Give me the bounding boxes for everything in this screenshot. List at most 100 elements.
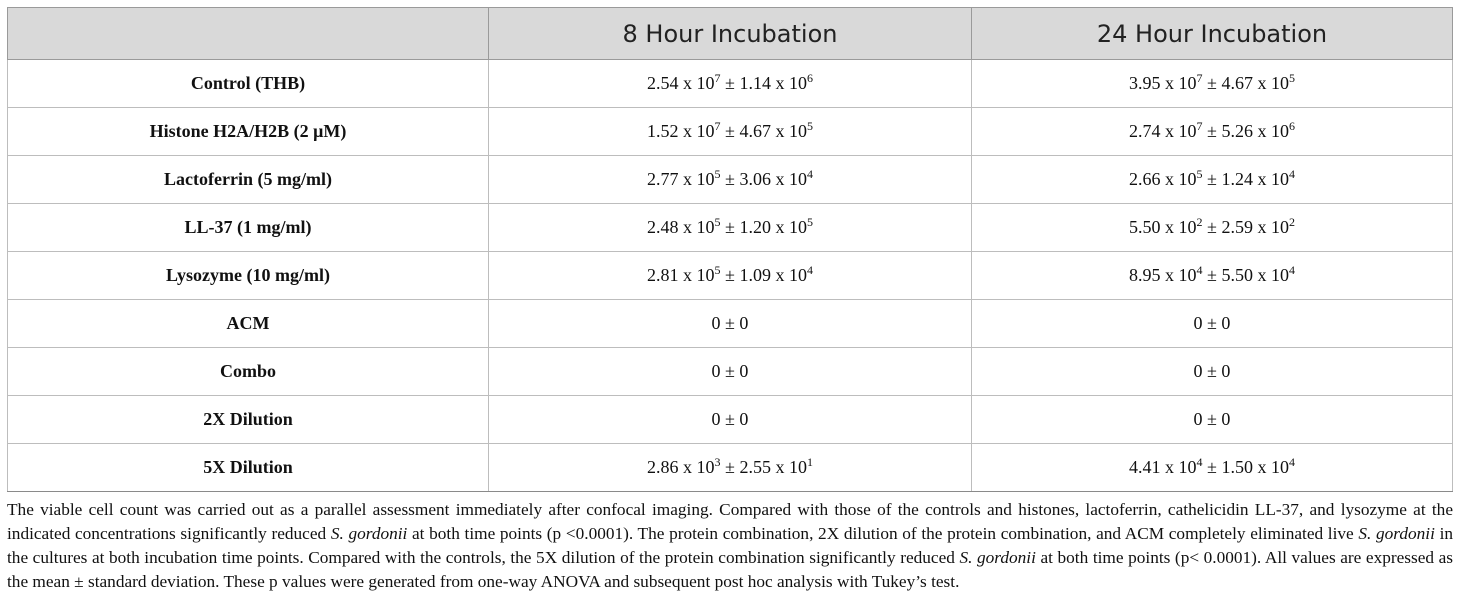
sd-mantissa: 2.59 bbox=[1221, 217, 1253, 237]
footnote-text-1: The viable cell count was carried out as… bbox=[7, 500, 1453, 543]
sd-mantissa: 1.20 bbox=[739, 217, 771, 237]
row-label: Combo bbox=[7, 347, 489, 396]
mean-exponent: 2 bbox=[1196, 215, 1203, 229]
table-body: Control (THB) 2.54 x 107 ± 1.14 x 106 3.95… bbox=[7, 59, 1453, 492]
times-ten: x 10 bbox=[678, 169, 715, 189]
row-label: 5X Dilution bbox=[7, 443, 489, 492]
row-label: 2X Dilution bbox=[7, 395, 489, 444]
cell-24-hour: 8.95 x 104 ± 5.50 x 104 bbox=[971, 251, 1453, 300]
mean-exponent: 7 bbox=[1196, 71, 1203, 85]
times-ten: x 10 bbox=[1252, 217, 1289, 237]
sd-exponent: 4 bbox=[1288, 263, 1295, 277]
footnote-text-4: at both time points (p< 0.0001). All val… bbox=[7, 548, 1454, 591]
plus-minus: ± bbox=[720, 217, 740, 237]
mean-mantissa: 2.48 bbox=[647, 217, 679, 237]
plus-minus: ± bbox=[720, 457, 740, 477]
mean-exponent: 5 bbox=[714, 167, 721, 181]
row-label: ACM bbox=[7, 299, 489, 348]
sd-exponent: 6 bbox=[806, 71, 813, 85]
table-row: Lactoferrin (5 mg/ml) 2.77 x 105 ± 3.06 x… bbox=[7, 155, 1453, 204]
mean-exponent: 7 bbox=[1196, 119, 1203, 133]
organism-name: S. gordonii bbox=[330, 524, 408, 543]
mean-exponent: 5 bbox=[714, 215, 721, 229]
times-ten: x 10 bbox=[1160, 265, 1197, 285]
plus-minus: ± bbox=[1202, 457, 1222, 477]
mean-mantissa: 8.95 bbox=[1129, 265, 1161, 285]
cell-24-hour: 5.50 x 102 ± 2.59 x 102 bbox=[971, 203, 1453, 252]
sd-mantissa: 1.09 bbox=[739, 265, 771, 285]
times-ten: x 10 bbox=[1252, 121, 1289, 141]
table-footnote: The viable cell count was carried out as… bbox=[7, 498, 1453, 594]
times-ten: x 10 bbox=[1252, 73, 1289, 93]
times-ten: x 10 bbox=[678, 217, 715, 237]
sd-mantissa: 5.26 bbox=[1221, 121, 1253, 141]
cell-24-hour: 0 ± 0 bbox=[971, 395, 1453, 444]
cell-8-hour: 2.81 x 105 ± 1.09 x 104 bbox=[488, 251, 972, 300]
mean-exponent: 4 bbox=[1196, 263, 1203, 277]
cell-8-hour: 1.52 x 107 ± 4.67 x 105 bbox=[488, 107, 972, 156]
mean-exponent: 3 bbox=[714, 455, 721, 469]
sd-exponent: 5 bbox=[1288, 71, 1295, 85]
mean-mantissa: 2.81 bbox=[647, 265, 679, 285]
sd-exponent: 6 bbox=[1288, 119, 1295, 133]
table-row: 5X Dilution 2.86 x 103 ± 2.55 x 101 4.41 x… bbox=[7, 443, 1453, 492]
plus-minus: ± bbox=[720, 121, 740, 141]
times-ten: x 10 bbox=[1252, 457, 1289, 477]
sd-exponent: 4 bbox=[1288, 455, 1295, 469]
plus-minus: ± bbox=[1202, 217, 1222, 237]
mean-mantissa: 1.52 bbox=[647, 121, 679, 141]
sd-exponent: 5 bbox=[806, 215, 813, 229]
cell-24-hour: 2.66 x 105 ± 1.24 x 104 bbox=[971, 155, 1453, 204]
times-ten: x 10 bbox=[1252, 169, 1289, 189]
cell-8-hour: 2.54 x 107 ± 1.14 x 106 bbox=[488, 59, 972, 108]
times-ten: x 10 bbox=[770, 217, 807, 237]
sd-exponent: 5 bbox=[806, 119, 813, 133]
plus-minus: ± bbox=[1202, 169, 1222, 189]
times-ten: x 10 bbox=[678, 121, 715, 141]
row-label: Control (THB) bbox=[7, 59, 489, 108]
table-row: LL-37 (1 mg/ml) 2.48 x 105 ± 1.20 x 105 5.… bbox=[7, 203, 1453, 252]
header-empty bbox=[7, 7, 489, 60]
times-ten: x 10 bbox=[678, 265, 715, 285]
times-ten: x 10 bbox=[770, 457, 807, 477]
mean-mantissa: 2.66 bbox=[1129, 169, 1161, 189]
cell-24-hour: 4.41 x 104 ± 1.50 x 104 bbox=[971, 443, 1453, 492]
times-ten: x 10 bbox=[1160, 169, 1197, 189]
times-ten: x 10 bbox=[770, 169, 807, 189]
cell-24-hour: 0 ± 0 bbox=[971, 299, 1453, 348]
mean-mantissa: 2.86 bbox=[647, 457, 679, 477]
footnote-text-2: at both time points (p <0.0001). The pro… bbox=[407, 524, 1359, 543]
sd-exponent: 4 bbox=[1288, 167, 1295, 181]
cell-8-hour: 0 ± 0 bbox=[488, 347, 972, 396]
cell-8-hour: 2.77 x 105 ± 3.06 x 104 bbox=[488, 155, 972, 204]
times-ten: x 10 bbox=[678, 73, 715, 93]
mean-mantissa: 3.95 bbox=[1129, 73, 1161, 93]
sd-mantissa: 2.55 bbox=[739, 457, 771, 477]
mean-exponent: 5 bbox=[714, 263, 721, 277]
sd-mantissa: 1.50 bbox=[1221, 457, 1253, 477]
footnote-text-3: in the cultures at both incubation time … bbox=[7, 524, 1454, 567]
cell-8-hour: 2.48 x 105 ± 1.20 x 105 bbox=[488, 203, 972, 252]
times-ten: x 10 bbox=[770, 265, 807, 285]
sd-mantissa: 4.67 bbox=[1221, 73, 1253, 93]
times-ten: x 10 bbox=[1160, 457, 1197, 477]
sd-exponent: 1 bbox=[806, 455, 813, 469]
sd-exponent: 2 bbox=[1288, 215, 1295, 229]
row-label: Lactoferrin (5 mg/ml) bbox=[7, 155, 489, 204]
times-ten: x 10 bbox=[1252, 265, 1289, 285]
sd-exponent: 4 bbox=[806, 167, 813, 181]
times-ten: x 10 bbox=[770, 73, 807, 93]
mean-mantissa: 2.77 bbox=[647, 169, 679, 189]
plus-minus: ± bbox=[720, 73, 740, 93]
table-row: Histone H2A/H2B (2 μM) 1.52 x 107 ± 4.67 … bbox=[7, 107, 1453, 156]
sd-exponent: 4 bbox=[806, 263, 813, 277]
mean-exponent: 4 bbox=[1196, 455, 1203, 469]
mean-exponent: 7 bbox=[714, 119, 721, 133]
cell-24-hour: 0 ± 0 bbox=[971, 347, 1453, 396]
table-header-row: 8 Hour Incubation 24 Hour Incubation bbox=[7, 7, 1453, 60]
sd-mantissa: 3.06 bbox=[739, 169, 771, 189]
row-label: LL-37 (1 mg/ml) bbox=[7, 203, 489, 252]
